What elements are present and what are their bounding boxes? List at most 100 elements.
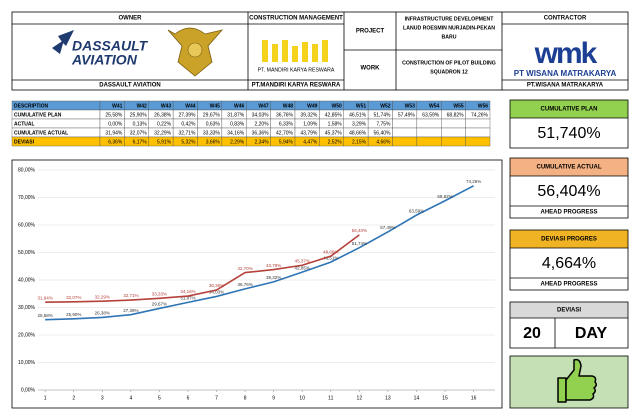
table-cell bbox=[392, 127, 418, 138]
chart: 0,00% 10,00% 20,00% 30,00% 40,00% 50,00% 60,00… bbox=[18, 167, 495, 401]
header-frame bbox=[11, 11, 629, 91]
cell-text: W45 bbox=[210, 103, 221, 109]
project-value: LANUD ROESMIN NURJADIN-PEKAN bbox=[403, 25, 495, 31]
x-tick-label: 5 bbox=[158, 395, 161, 401]
table-cell bbox=[416, 118, 442, 129]
data-label: 36,36% bbox=[209, 283, 224, 288]
cell-text: 31,87% bbox=[227, 112, 245, 118]
cell-text: 74,26% bbox=[471, 112, 489, 118]
cell-text: 0,63% bbox=[206, 121, 221, 127]
work-label: WORK bbox=[361, 66, 381, 72]
deviation-value: 4,664% bbox=[542, 255, 596, 272]
cell-text: W54 bbox=[429, 103, 440, 109]
cell-text: 33,33% bbox=[203, 130, 221, 136]
x-tick-label: 10 bbox=[299, 395, 305, 401]
cell-text: W52 bbox=[380, 103, 391, 109]
table-cell bbox=[441, 118, 466, 129]
days-header bbox=[510, 302, 628, 318]
cell-text: 32,07% bbox=[130, 130, 148, 136]
row-label: CUMULATIVE ACTUAL bbox=[14, 130, 68, 136]
data-label: 32,29% bbox=[95, 294, 110, 299]
cell-text: 4,47% bbox=[303, 139, 318, 145]
cell-text: 34,03% bbox=[252, 112, 270, 118]
data-label: 46,51% bbox=[323, 255, 338, 260]
x-tick-label: 8 bbox=[244, 395, 247, 401]
work-value: CONSTRUCTION OF PILOT BUILDING bbox=[402, 60, 496, 66]
thumbs-up-icon bbox=[557, 358, 598, 403]
cell-text: W46 bbox=[234, 103, 245, 109]
x-tick-label: 3 bbox=[101, 395, 104, 401]
cell-text: 2,20% bbox=[254, 121, 269, 127]
cell-text: 0,00% bbox=[108, 121, 123, 127]
cell-text: 31,94% bbox=[105, 130, 123, 136]
cell-text: 42,70% bbox=[276, 130, 294, 136]
days-value: 20 bbox=[523, 325, 541, 342]
cell-text: 56,40% bbox=[374, 130, 392, 136]
cell-text: 26,38% bbox=[154, 112, 172, 118]
cell-text: 63,59% bbox=[422, 112, 440, 118]
header: OWNER DASSAULT AVIATION DASSAULT AVIATIO… bbox=[11, 11, 629, 91]
cell-text: W55 bbox=[453, 103, 464, 109]
cell-text: W42 bbox=[136, 103, 147, 109]
y-tick-label: 60,00% bbox=[18, 222, 36, 228]
data-label: 45,37% bbox=[295, 258, 310, 263]
table-cell bbox=[441, 127, 466, 138]
cell-text: 4,66% bbox=[376, 139, 391, 145]
y-tick-label: 20,00% bbox=[18, 332, 36, 338]
x-tick-label: 1 bbox=[44, 395, 47, 401]
data-label: 42,70% bbox=[237, 266, 252, 271]
table-cell bbox=[441, 136, 466, 147]
cell-text: 39,32% bbox=[300, 112, 318, 118]
y-tick-label: 80,00% bbox=[18, 167, 36, 173]
data-label: 32,71% bbox=[123, 293, 138, 298]
project-value: INFRASTRUCTURE DEVELOPMENT bbox=[405, 16, 495, 22]
cell-text: 27,39% bbox=[179, 112, 197, 118]
owner-name: DASSAULT AVIATION bbox=[99, 83, 160, 89]
x-tick-label: 12 bbox=[357, 395, 363, 401]
cell-text: 43,79% bbox=[300, 130, 318, 136]
data-label: 34,03% bbox=[209, 290, 224, 295]
owner-title: OWNER bbox=[119, 16, 143, 22]
project-value: BARU bbox=[442, 34, 457, 40]
row-label: DEVIASI bbox=[14, 139, 35, 145]
series-line bbox=[45, 185, 474, 321]
x-tick-label: 2 bbox=[72, 395, 75, 401]
table-cell bbox=[392, 136, 418, 147]
cell-text: 68,82% bbox=[447, 112, 465, 118]
actual-title: CUMULATIVE ACTUAL bbox=[537, 165, 602, 171]
emblem bbox=[167, 27, 224, 77]
table-cell bbox=[392, 118, 418, 129]
days-title: DEVIASI bbox=[557, 308, 581, 314]
x-tick-label: 6 bbox=[187, 395, 190, 401]
data-label: 25,90% bbox=[66, 312, 81, 317]
cell-text: 32,29% bbox=[154, 130, 172, 136]
x-tick-label: 9 bbox=[272, 395, 275, 401]
data-label: 48,66% bbox=[323, 249, 338, 254]
cell-text: 1,58% bbox=[328, 121, 343, 127]
cm-logo-text: PT. MANDIRI KARYA RESWARA bbox=[258, 67, 335, 73]
contractor-logo-name: PT WISANA MATRAKARYA bbox=[514, 69, 617, 78]
plan-title: CUMULATIVE PLAN bbox=[541, 107, 598, 113]
cell-text: 34,16% bbox=[227, 130, 245, 136]
contractor-title: CONTRACTOR bbox=[544, 16, 587, 22]
actual-value: 56,404% bbox=[537, 183, 600, 200]
cell-text: 45,37% bbox=[325, 130, 343, 136]
cell-text: 29,67% bbox=[203, 112, 221, 118]
x-tick-label: 4 bbox=[129, 395, 132, 401]
cell-text: 2,15% bbox=[352, 139, 367, 145]
cell-text: 42,85% bbox=[325, 112, 343, 118]
deviation-note: AHEAD PROGRESS bbox=[540, 282, 597, 288]
y-tick-label: 10,00% bbox=[18, 360, 36, 366]
deviation-box bbox=[509, 229, 629, 291]
cell-text: 36,76% bbox=[276, 112, 294, 118]
data-label: 26,38% bbox=[95, 311, 110, 316]
data-label: 63,59% bbox=[409, 208, 424, 213]
x-tick-label: 7 bbox=[215, 395, 218, 401]
cell-text: 51,74% bbox=[374, 112, 392, 118]
row-label: CUMULATIVE PLAN bbox=[14, 112, 62, 118]
y-tick-label: 50,00% bbox=[18, 250, 36, 256]
data-label: 68,82% bbox=[437, 194, 452, 199]
cell-text: 6,33% bbox=[279, 121, 294, 127]
table-cell bbox=[465, 127, 491, 138]
cell-text: 6,36% bbox=[108, 139, 123, 145]
